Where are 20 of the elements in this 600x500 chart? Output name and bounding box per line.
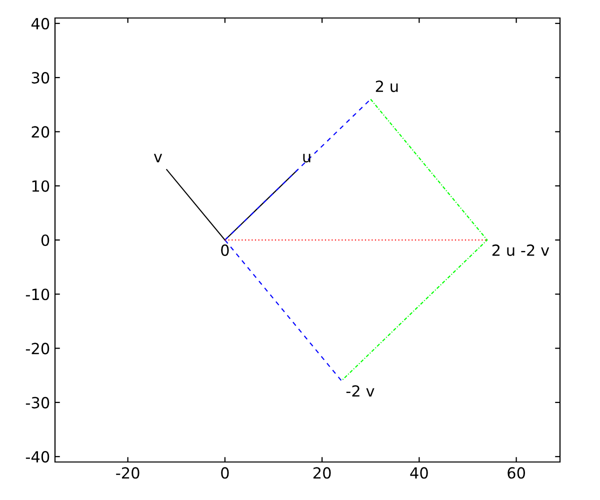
annotation: v (154, 154, 162, 162)
y-tick-label: -40 (26, 451, 50, 463)
annotation: -2 v (346, 385, 374, 397)
y-tick-label: -30 (26, 396, 50, 408)
y-tick-label: 0 (41, 234, 50, 246)
x-tick-label: -20 (116, 467, 140, 479)
x-tick-label: 60 (508, 467, 526, 479)
y-tick-label: -20 (26, 342, 50, 354)
y-tick-label: 40 (31, 18, 50, 30)
annotation: u (303, 154, 310, 162)
y-tick-label: 30 (32, 72, 50, 84)
x-tick-label: 20 (313, 467, 331, 479)
x-tick-label: 40 (410, 467, 428, 479)
annotation: 2 u (376, 80, 398, 92)
y-tick-label: -10 (26, 288, 50, 300)
annotation: 2 u -2 v (492, 244, 550, 256)
annotation: 0 (221, 244, 229, 256)
x-tick-label: 0 (221, 467, 229, 479)
y-tick-label: 10 (32, 180, 50, 192)
y-tick-label: 20 (32, 126, 50, 138)
